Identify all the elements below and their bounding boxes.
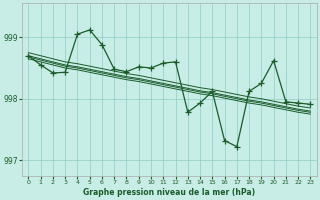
X-axis label: Graphe pression niveau de la mer (hPa): Graphe pression niveau de la mer (hPa) [83,188,255,197]
